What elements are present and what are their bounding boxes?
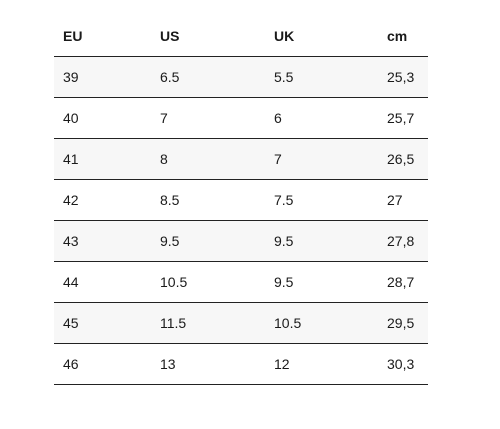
size-chart-body: 39 6.5 5.5 25,3 40 7 6 25,7 41 8 7 26,5 … — [54, 56, 428, 385]
cell-eu: 43 — [54, 220, 151, 262]
cell-uk: 7 — [265, 138, 378, 180]
cell-us: 9.5 — [151, 220, 265, 262]
cell-uk: 9.5 — [265, 261, 378, 303]
cell-eu: 39 — [54, 56, 151, 98]
cell-uk: 10.5 — [265, 302, 378, 344]
cell-us: 8.5 — [151, 179, 265, 221]
cell-uk: 5.5 — [265, 56, 378, 98]
cell-us: 13 — [151, 343, 265, 385]
table-row: 39 6.5 5.5 25,3 — [54, 56, 428, 98]
cell-uk: 12 — [265, 343, 378, 385]
cell-cm: 25,7 — [378, 97, 428, 139]
cell-cm: 29,5 — [378, 302, 428, 344]
cell-us: 6.5 — [151, 56, 265, 98]
cell-uk: 7.5 — [265, 179, 378, 221]
cell-eu: 42 — [54, 179, 151, 221]
cell-us: 10.5 — [151, 261, 265, 303]
cell-uk: 9.5 — [265, 220, 378, 262]
header-row: EU US UK cm — [54, 16, 428, 57]
cell-eu: 41 — [54, 138, 151, 180]
cell-eu: 44 — [54, 261, 151, 303]
cell-uk: 6 — [265, 97, 378, 139]
cell-us: 7 — [151, 97, 265, 139]
cell-eu: 40 — [54, 97, 151, 139]
cell-cm: 27,8 — [378, 220, 428, 262]
header-cm: cm — [378, 16, 428, 57]
cell-cm: 28,7 — [378, 261, 428, 303]
table-row: 40 7 6 25,7 — [54, 97, 428, 139]
cell-eu: 45 — [54, 302, 151, 344]
cell-us: 8 — [151, 138, 265, 180]
cell-eu: 46 — [54, 343, 151, 385]
table-row: 46 13 12 30,3 — [54, 343, 428, 385]
cell-cm: 25,3 — [378, 56, 428, 98]
table-row: 42 8.5 7.5 27 — [54, 179, 428, 221]
header-eu: EU — [54, 16, 151, 57]
table-row: 45 11.5 10.5 29,5 — [54, 302, 428, 344]
header-uk: UK — [265, 16, 378, 57]
table-row: 44 10.5 9.5 28,7 — [54, 261, 428, 303]
size-chart-table: EU US UK cm 39 6.5 5.5 25,3 40 7 6 25,7 … — [54, 16, 428, 385]
header-us: US — [151, 16, 265, 57]
cell-cm: 30,3 — [378, 343, 428, 385]
table-row: 43 9.5 9.5 27,8 — [54, 220, 428, 262]
cell-cm: 27 — [378, 179, 428, 221]
size-chart-header: EU US UK cm — [54, 16, 428, 57]
cell-cm: 26,5 — [378, 138, 428, 180]
cell-us: 11.5 — [151, 302, 265, 344]
table-row: 41 8 7 26,5 — [54, 138, 428, 180]
